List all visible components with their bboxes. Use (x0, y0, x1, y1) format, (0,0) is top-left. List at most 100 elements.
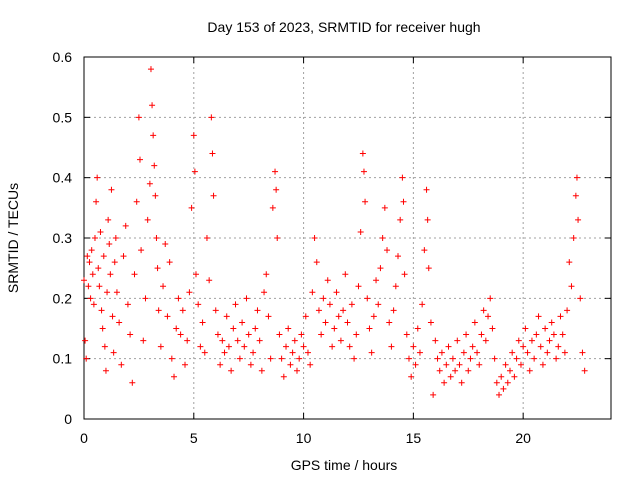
data-point-0-12 (94, 174, 101, 181)
data-point-0-67 (184, 337, 191, 344)
x-tick-labels: 0 5 10 15 20 (80, 430, 531, 446)
grid (84, 57, 611, 419)
data-point-0-3 (84, 253, 91, 260)
data-point-0-26 (109, 313, 116, 320)
data-point-0-98 (247, 361, 254, 368)
data-point-0-164 (388, 343, 395, 350)
data-point-0-14 (96, 283, 103, 290)
data-point-0-204 (471, 319, 478, 326)
data-point-0-127 (309, 289, 316, 296)
data-point-0-65 (179, 307, 186, 314)
data-point-0-212 (489, 325, 496, 332)
data-point-0-220 (506, 367, 513, 374)
data-point-0-177 (414, 325, 421, 332)
data-point-0-199 (460, 349, 467, 356)
data-point-0-34 (122, 222, 129, 229)
data-point-0-45 (144, 216, 151, 223)
data-point-0-201 (465, 367, 472, 374)
data-point-0-251 (573, 174, 580, 181)
data-point-0-74 (197, 343, 204, 350)
data-point-0-53 (154, 265, 161, 272)
data-point-0-183 (425, 265, 432, 272)
data-point-0-134 (324, 277, 331, 284)
data-point-0-133 (322, 319, 329, 326)
data-point-0-92 (234, 337, 241, 344)
data-point-0-210 (485, 313, 492, 320)
data-point-0-83 (214, 331, 221, 338)
data-point-0-150 (359, 150, 366, 157)
data-point-0-240 (550, 331, 557, 338)
data-point-0-231 (531, 355, 538, 362)
data-point-0-51 (152, 192, 159, 199)
data-point-0-66 (182, 361, 189, 368)
data-point-0-91 (232, 301, 239, 308)
data-point-0-155 (368, 349, 375, 356)
data-point-0-108 (269, 204, 276, 211)
data-point-0-35 (124, 301, 131, 308)
data-point-0-196 (454, 337, 461, 344)
y-tick-label-5: 0.5 (53, 109, 73, 125)
data-point-0-48 (149, 102, 156, 109)
data-point-0-211 (487, 295, 494, 302)
data-point-0-181 (423, 186, 430, 193)
data-point-0-46 (146, 180, 153, 187)
data-point-0-106 (265, 313, 272, 320)
data-point-0-154 (366, 325, 373, 332)
data-point-0-29 (112, 235, 119, 241)
data-point-0-84 (217, 361, 224, 368)
data-point-0-241 (553, 355, 560, 362)
data-point-0-112 (276, 331, 283, 338)
data-point-0-58 (164, 313, 171, 320)
data-point-0-195 (452, 367, 459, 374)
data-point-0-101 (254, 307, 261, 314)
data-point-0-18 (100, 253, 107, 260)
data-point-0-73 (195, 301, 202, 308)
x-tick-label-3: 15 (406, 430, 422, 446)
data-point-0-40 (135, 114, 142, 121)
y-tick-label-1: 0.1 (53, 351, 73, 367)
data-point-0-49 (150, 132, 157, 139)
data-point-0-30 (113, 289, 120, 296)
data-point-0-17 (99, 325, 106, 332)
data-point-0-208 (480, 307, 487, 314)
data-point-0-213 (491, 355, 498, 362)
data-point-0-153 (364, 295, 371, 302)
data-point-0-236 (542, 325, 549, 332)
data-point-0-71 (191, 168, 198, 175)
data-point-0-64 (177, 331, 184, 338)
data-point-0-138 (333, 289, 340, 296)
data-point-0-60 (168, 355, 175, 362)
data-point-0-190 (441, 379, 448, 386)
data-point-0-229 (526, 367, 533, 374)
data-point-0-32 (118, 361, 125, 368)
data-point-0-119 (291, 337, 298, 344)
data-point-0-4 (85, 283, 92, 290)
chart-title: Day 153 of 2023, SRMTID for receiver hug… (207, 19, 480, 35)
data-point-0-86 (221, 349, 228, 356)
data-point-0-44 (142, 295, 149, 302)
x-tick-label-2: 10 (296, 430, 312, 446)
ticks (83, 56, 611, 420)
data-point-0-146 (351, 355, 358, 362)
data-point-0-171 (401, 271, 408, 278)
data-point-0-24 (107, 271, 114, 278)
data-point-0-94 (239, 319, 246, 326)
data-point-0-140 (337, 337, 344, 344)
data-point-0-37 (129, 379, 136, 386)
data-point-0-193 (447, 373, 454, 380)
data-point-0-36 (127, 331, 134, 338)
data-point-0-214 (493, 379, 500, 386)
data-point-0-149 (357, 228, 364, 235)
data-point-0-209 (482, 337, 489, 344)
data-point-0-198 (458, 379, 465, 386)
data-point-0-47 (147, 66, 154, 73)
data-point-0-68 (186, 289, 193, 296)
data-point-0-135 (326, 301, 333, 308)
data-point-0-165 (390, 307, 397, 314)
data-point-0-115 (283, 343, 290, 350)
data-point-0-250 (572, 192, 579, 199)
y-tick-label-3: 0.3 (53, 230, 73, 246)
data-point-0-129 (313, 259, 320, 266)
data-point-0-234 (537, 343, 544, 350)
